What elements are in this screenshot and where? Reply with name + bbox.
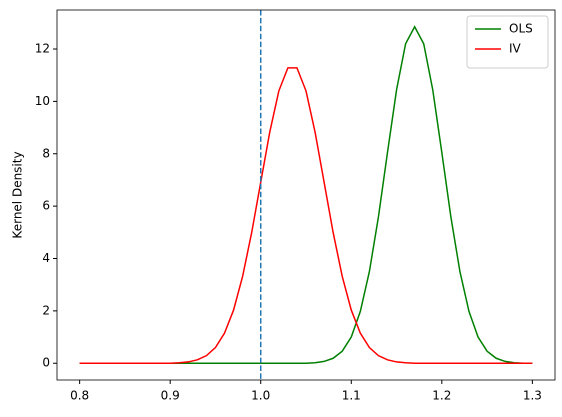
x-tick-label: 1.3 <box>523 389 542 403</box>
y-axis-label: Kernel Density <box>11 151 25 238</box>
legend-label: OLS <box>509 22 533 36</box>
x-tick-label: 1.2 <box>432 389 451 403</box>
y-tick-label: 0 <box>42 356 50 370</box>
x-tick-label: 0.9 <box>161 389 180 403</box>
x-tick-label: 1.0 <box>251 389 270 403</box>
y-tick-label: 12 <box>35 42 50 56</box>
data-line <box>79 67 533 364</box>
y-tick-label: 4 <box>42 251 50 265</box>
legend-box <box>466 15 549 69</box>
data-line <box>79 25 533 364</box>
y-tick-label: 2 <box>42 303 50 317</box>
y-tick-label: 6 <box>42 199 50 213</box>
legend: OLS IV <box>466 15 549 69</box>
legend-label: IV <box>509 42 522 56</box>
y-tick-label: 8 <box>42 146 50 160</box>
x-tick-label: 0.8 <box>70 389 89 403</box>
plot-frame <box>56 9 556 381</box>
y-tick-label: 10 <box>35 94 50 108</box>
x-tick-label: 1.1 <box>342 389 361 403</box>
